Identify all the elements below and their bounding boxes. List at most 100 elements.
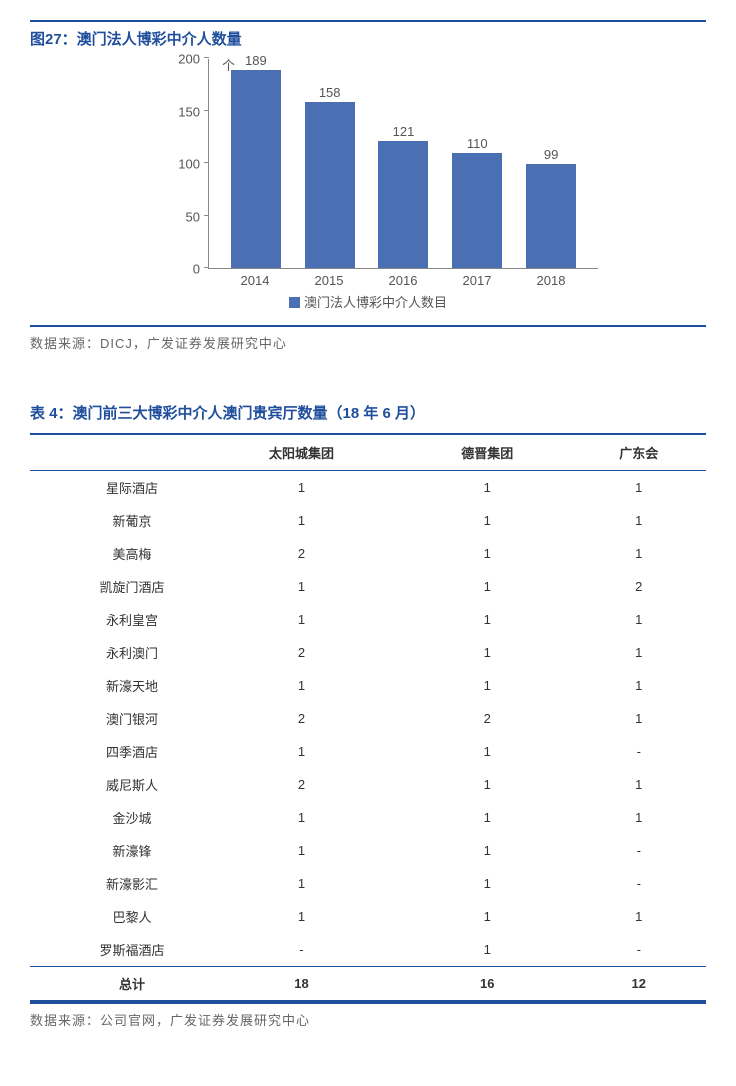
x-tick-label: 2016	[378, 273, 428, 288]
table-row: 新濠天地111	[30, 669, 706, 702]
table-cell: -	[572, 867, 706, 900]
table-cell: 2	[200, 636, 403, 669]
table-cell: 1	[572, 471, 706, 505]
y-tick-label: 100	[178, 157, 200, 172]
table-cell: 金沙城	[30, 801, 200, 834]
table-cell: 新濠锋	[30, 834, 200, 867]
table-cell: 2	[200, 768, 403, 801]
bar-rect	[231, 70, 281, 268]
bar-2016: 121	[378, 124, 428, 268]
x-axis-labels: 20142015201620172018	[138, 269, 598, 288]
bar-rect	[378, 141, 428, 268]
table-header-cell	[30, 434, 200, 471]
table-row: 金沙城111	[30, 801, 706, 834]
bar-value-label: 110	[467, 136, 488, 151]
y-tick-label: 150	[178, 104, 200, 119]
table-cell: 1	[572, 636, 706, 669]
table-cell: 1	[572, 669, 706, 702]
table-cell: 1	[403, 603, 572, 636]
table-cell: 1	[403, 471, 572, 505]
legend-swatch	[289, 297, 300, 308]
figure-title: 图27：澳门法人博彩中介人数量	[30, 20, 706, 49]
table-cell: 1	[200, 603, 403, 636]
table-total-row: 总计181612	[30, 967, 706, 1002]
bar-value-label: 158	[319, 85, 341, 100]
table-cell: 威尼斯人	[30, 768, 200, 801]
table-cell: 1	[572, 768, 706, 801]
table-cell: -	[572, 933, 706, 967]
table-cell: 罗斯福酒店	[30, 933, 200, 967]
table-row: 新濠锋11-	[30, 834, 706, 867]
table-row: 新葡京111	[30, 504, 706, 537]
table-cell: 1	[200, 504, 403, 537]
table-cell: 1	[200, 570, 403, 603]
table-cell: 2	[403, 702, 572, 735]
y-axis: 050100150200	[138, 59, 208, 269]
table-cell: 1	[572, 537, 706, 570]
table-cell: 星际酒店	[30, 471, 200, 505]
table-cell: 1	[403, 768, 572, 801]
bar-2015: 158	[305, 85, 355, 268]
table-cell: 巴黎人	[30, 900, 200, 933]
table-cell: 1	[403, 933, 572, 967]
table-total-cell: 12	[572, 967, 706, 1002]
table-cell: 1	[200, 735, 403, 768]
table-row: 星际酒店111	[30, 471, 706, 505]
table-cell: 1	[200, 669, 403, 702]
table-row: 四季酒店11-	[30, 735, 706, 768]
table-cell: 1	[403, 570, 572, 603]
table-cell: 1	[200, 900, 403, 933]
table-title: 表 4：澳门前三大博彩中介人澳门贵宾厅数量（18 年 6 月）	[30, 402, 706, 423]
table-cell: -	[572, 834, 706, 867]
table-cell: 1	[403, 834, 572, 867]
bar-2018: 99	[526, 147, 576, 268]
table-total-cell: 总计	[30, 967, 200, 1002]
bar-2014: 189	[231, 53, 281, 268]
bar-rect	[526, 164, 576, 268]
table-row: 巴黎人111	[30, 900, 706, 933]
table-row: 威尼斯人211	[30, 768, 706, 801]
table-cell: 新濠天地	[30, 669, 200, 702]
table-cell: 1	[572, 801, 706, 834]
table-cell: 永利澳门	[30, 636, 200, 669]
table-cell: 1	[403, 504, 572, 537]
table-cell: 1	[572, 504, 706, 537]
table-cell: 1	[403, 735, 572, 768]
plot-area: 18915812111099	[208, 59, 598, 269]
table-cell: -	[200, 933, 403, 967]
table-cell: -	[572, 735, 706, 768]
table-cell: 1	[572, 702, 706, 735]
figure-source: 数据来源：DICJ，广发证券发展研究中心	[30, 325, 706, 352]
bar-rect	[452, 153, 502, 269]
table-cell: 1	[403, 801, 572, 834]
table-header-cell: 广东会	[572, 434, 706, 471]
table-cell: 1	[403, 900, 572, 933]
bar-rect	[305, 102, 355, 268]
table-row: 永利皇宫111	[30, 603, 706, 636]
bar-value-label: 189	[245, 53, 267, 68]
table-cell: 1	[572, 900, 706, 933]
table-cell: 澳门银河	[30, 702, 200, 735]
table-cell: 1	[403, 669, 572, 702]
table-cell: 1	[403, 537, 572, 570]
table-row: 罗斯福酒店-1-	[30, 933, 706, 967]
table-header-cell: 太阳城集团	[200, 434, 403, 471]
table-source: 数据来源：公司官网，广发证券发展研究中心	[30, 1002, 706, 1029]
legend-label: 澳门法人博彩中介人数目	[304, 295, 447, 310]
x-tick-label: 2015	[304, 273, 354, 288]
y-tick-label: 50	[186, 209, 200, 224]
x-tick-label: 2018	[526, 273, 576, 288]
bar-value-label: 121	[393, 124, 415, 139]
table-total-cell: 16	[403, 967, 572, 1002]
table-cell: 1	[403, 867, 572, 900]
table-cell: 新濠影汇	[30, 867, 200, 900]
table-total-cell: 18	[200, 967, 403, 1002]
chart-legend: 澳门法人博彩中介人数目	[138, 292, 598, 311]
table-body: 星际酒店111新葡京111美高梅211凯旋门酒店112永利皇宫111永利澳门21…	[30, 471, 706, 1002]
bar-value-label: 99	[544, 147, 558, 162]
table-row: 美高梅211	[30, 537, 706, 570]
table-cell: 1	[200, 867, 403, 900]
table-cell: 四季酒店	[30, 735, 200, 768]
table-cell: 1	[572, 603, 706, 636]
x-tick-label: 2017	[452, 273, 502, 288]
